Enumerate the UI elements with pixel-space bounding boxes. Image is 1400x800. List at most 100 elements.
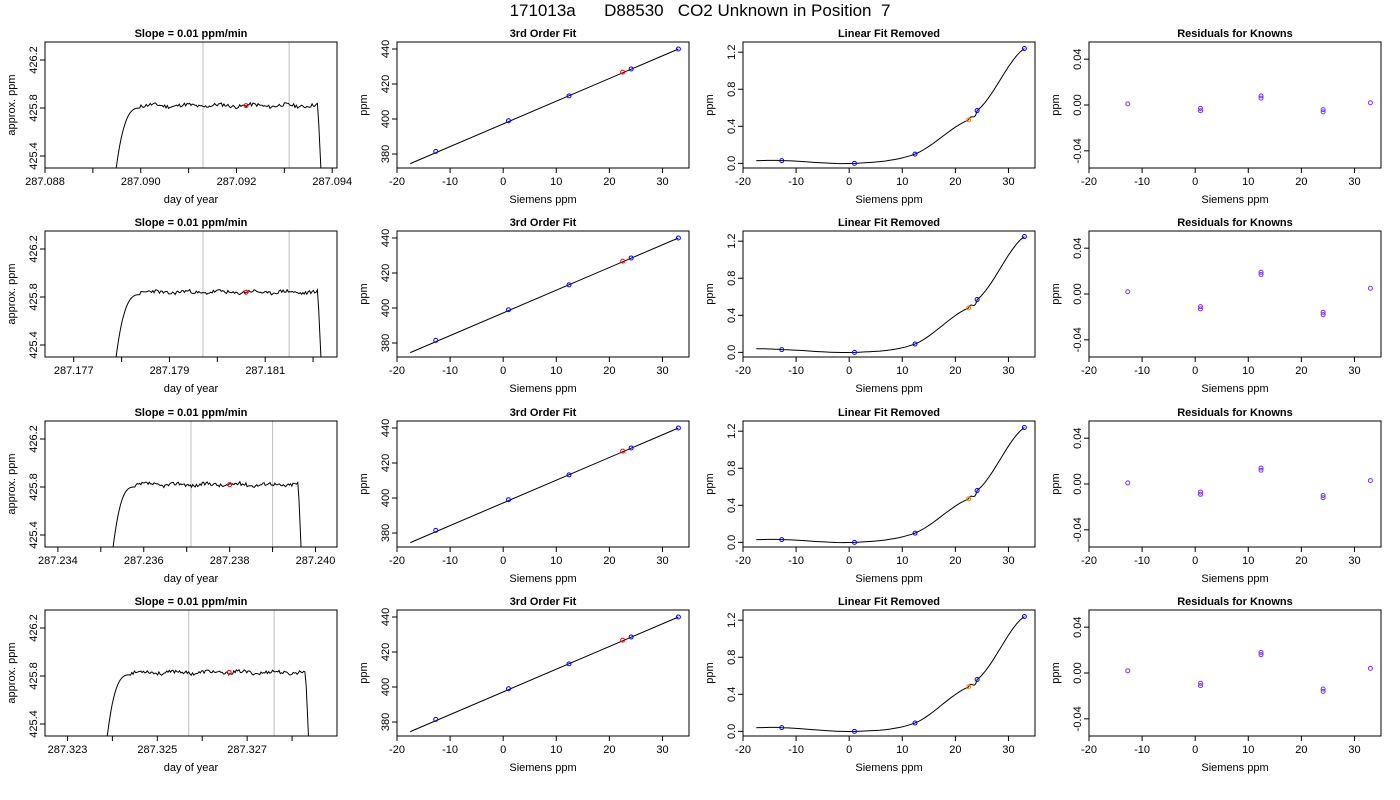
data-point	[851, 539, 857, 545]
x-tick-label: 287.325	[137, 744, 177, 756]
y-axis-label: ppm	[704, 662, 716, 683]
plot-frame	[396, 420, 690, 548]
x-tick-label: 20	[603, 365, 615, 377]
sample-point-marker	[243, 103, 249, 109]
data-point	[1125, 101, 1131, 107]
plot-frame	[1088, 230, 1382, 358]
data-point	[1320, 686, 1326, 692]
y-axis-label: approx. ppm	[6, 74, 18, 135]
panel-fit-row-3: 3rd Order Fit -20 -10 0 10 20 30 380 400 420 440 Si…	[358, 407, 690, 585]
data-point	[1197, 489, 1203, 495]
data-point	[433, 337, 439, 343]
y-tick-label: 426.2	[28, 235, 40, 263]
panel-title: 3rd Order Fit	[510, 217, 577, 229]
data-point	[628, 255, 634, 261]
x-tick-label: 30	[1348, 365, 1360, 377]
panel-title: Residuals for Knowns	[1177, 217, 1293, 229]
y-tick-label: 400	[380, 110, 392, 128]
x-axis-label: Siemens ppm	[855, 573, 922, 585]
x-axis-label: day of year	[164, 383, 219, 395]
x-tick-label: 20	[1295, 365, 1307, 377]
x-tick-label: 0	[846, 744, 852, 756]
y-tick-label: -0.04	[1072, 517, 1084, 542]
y-tick-label: 425.4	[28, 521, 40, 549]
panel-title: Residuals for Knowns	[1177, 596, 1293, 608]
x-tick-label: 287.094	[312, 176, 352, 188]
x-tick-label: -10	[442, 744, 458, 756]
y-tick-label: 426.2	[28, 46, 40, 74]
data-point	[851, 349, 857, 355]
y-axis-label: ppm	[358, 473, 370, 494]
data-point	[1258, 467, 1264, 473]
data-point	[505, 307, 511, 313]
y-tick-label: 0.00	[1072, 473, 1084, 494]
y-tick-label: 425.4	[28, 331, 40, 359]
data-point	[675, 46, 681, 52]
data-point	[505, 686, 511, 692]
x-tick-label: -10	[788, 365, 804, 377]
panel-residuals-row-2: Residuals for Knowns -20 -10 0 10 20 30 -0.04 0.…	[1050, 217, 1382, 395]
x-tick-label: 287.092	[217, 176, 257, 188]
data-point	[1197, 491, 1203, 497]
y-tick-label: 425.8	[28, 94, 40, 122]
y-tick-label: 440	[380, 419, 392, 437]
data-point	[675, 614, 681, 620]
data-point	[433, 148, 439, 154]
x-tick-label: 287.234	[38, 555, 78, 567]
y-tick-label: 0.0	[726, 535, 738, 550]
data-point	[912, 720, 918, 726]
x-tick-label: -10	[442, 176, 458, 188]
x-tick-label: 287.181	[245, 365, 285, 377]
x-tick-label: 10	[550, 176, 562, 188]
plot-frame	[1088, 41, 1382, 169]
plot-frame	[1088, 609, 1382, 737]
plot-frame	[1088, 420, 1382, 548]
x-tick-label: 30	[1348, 555, 1360, 567]
fit-curve	[756, 236, 1025, 353]
data-point	[628, 634, 634, 640]
y-tick-label: 420	[380, 643, 392, 661]
y-tick-label: 440	[380, 40, 392, 58]
data-point	[974, 487, 980, 493]
y-axis-label: ppm	[1050, 662, 1062, 683]
x-tick-label: 0	[1192, 744, 1198, 756]
data-point	[974, 108, 980, 114]
x-tick-label: 287.177	[54, 365, 94, 377]
x-axis-label: Siemens ppm	[1201, 194, 1268, 206]
data-point	[912, 341, 918, 347]
x-tick-label: 287.236	[124, 555, 164, 567]
plot-frame	[742, 41, 1036, 169]
data-point	[1125, 480, 1131, 486]
y-axis-label: ppm	[704, 94, 716, 115]
panel-linear-removed-row-3: Linear Fit Removed -20 -10 0 10 20 30 0.0 0.4 0.8…	[704, 407, 1036, 585]
plot-area	[410, 235, 681, 354]
y-tick-label: -0.04	[1072, 706, 1084, 731]
y-tick-label: 425.8	[28, 473, 40, 501]
x-axis-label: Siemens ppm	[509, 573, 576, 585]
plot-frame	[742, 230, 1036, 358]
y-tick-label: 0.00	[1072, 283, 1084, 304]
data-point	[1197, 680, 1203, 686]
x-tick-label: 20	[1295, 555, 1307, 567]
x-tick-label: 0	[500, 365, 506, 377]
data-point	[1367, 285, 1373, 291]
data-point	[851, 728, 857, 734]
x-tick-label: -20	[389, 555, 405, 567]
x-tick-label: 10	[896, 176, 908, 188]
x-tick-label: 10	[550, 365, 562, 377]
data-point	[620, 637, 626, 643]
y-tick-label: 425.4	[28, 710, 40, 738]
y-tick-label: -0.04	[1072, 327, 1084, 352]
panel-title: Residuals for Knowns	[1177, 28, 1293, 40]
data-point	[566, 472, 572, 478]
y-tick-label: 380	[380, 334, 392, 352]
x-tick-label: -20	[735, 365, 751, 377]
plot-area	[1125, 465, 1373, 501]
x-tick-label: 30	[1002, 176, 1014, 188]
x-tick-label: -20	[1081, 365, 1097, 377]
panel-linear-removed-row-2: Linear Fit Removed -20 -10 0 10 20 30 0.0 0.4 0.8…	[704, 217, 1036, 395]
x-axis-label: Siemens ppm	[1201, 383, 1268, 395]
plot-area	[1125, 269, 1373, 318]
x-axis-label: Siemens ppm	[855, 383, 922, 395]
x-tick-label: 0	[1192, 555, 1198, 567]
